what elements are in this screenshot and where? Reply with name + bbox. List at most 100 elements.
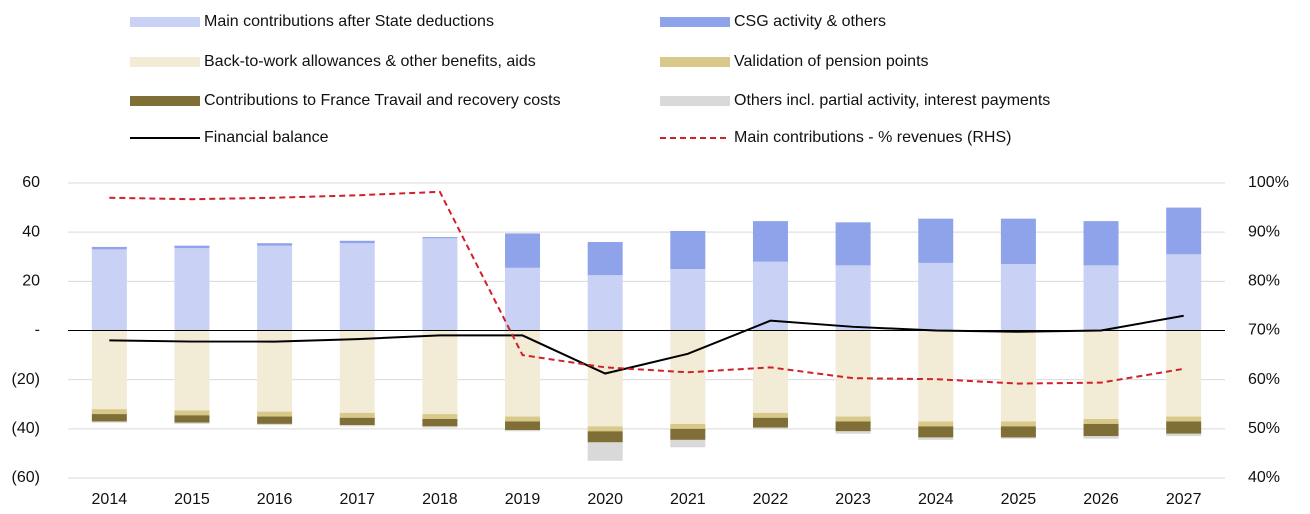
bar-segment — [918, 330, 954, 422]
bar-segment — [257, 243, 293, 246]
bar-segment — [587, 242, 623, 276]
legend-label: Financial balance — [204, 129, 329, 146]
bar-segment — [752, 417, 788, 428]
y2-tick-label: 60% — [1248, 371, 1280, 388]
legend-swatch — [660, 57, 730, 67]
bar-segment — [752, 221, 788, 262]
x-tick-label: 2020 — [587, 491, 623, 508]
legend-label: Back-to-work allowances & other benefits… — [204, 53, 536, 70]
bar-segment — [1166, 330, 1202, 417]
bar-segment — [422, 237, 458, 239]
bar-segment — [174, 422, 210, 424]
bar-segment — [835, 416, 871, 422]
y2-tick-label: 100% — [1248, 174, 1289, 191]
bar-segment — [91, 414, 127, 422]
bar-segment — [505, 430, 541, 432]
legend-label: CSG activity & others — [734, 13, 886, 30]
bar-segment — [670, 428, 706, 440]
bar-segment — [91, 409, 127, 415]
x-tick-label: 2027 — [1166, 491, 1202, 508]
legend-label: Validation of pension points — [734, 53, 929, 70]
x-tick-label: 2024 — [918, 491, 954, 508]
legend-swatch — [660, 17, 730, 27]
x-tick-label: 2016 — [257, 491, 293, 508]
bar-segment — [1083, 436, 1119, 439]
bar-segment — [752, 330, 788, 413]
x-tick-label: 2023 — [835, 491, 871, 508]
bar-segment — [587, 275, 623, 331]
bar-segment — [422, 238, 458, 331]
bar-segment — [1083, 419, 1119, 424]
bar-segment — [670, 230, 706, 270]
bar-segment — [174, 410, 210, 416]
bar-segment — [174, 245, 210, 249]
bar-segment — [257, 411, 293, 417]
bar-segment — [1000, 330, 1036, 422]
x-tick-label: 2018 — [422, 491, 458, 508]
bar-segment — [257, 416, 293, 424]
bar-segment — [339, 240, 375, 244]
bar-segment — [422, 419, 458, 427]
x-tick-label: 2019 — [505, 491, 541, 508]
bar-segment — [339, 330, 375, 413]
y-tick-label: (40) — [12, 420, 40, 437]
y-tick-label: 40 — [22, 223, 40, 240]
bar-segment — [422, 426, 458, 428]
bar-segment — [1166, 207, 1202, 255]
legend-label: Main contributions - % revenues (RHS) — [734, 129, 1011, 146]
bar-segment — [91, 246, 127, 250]
x-tick-label: 2021 — [670, 491, 706, 508]
bar-segment — [505, 330, 541, 417]
y2-tick-label: 90% — [1248, 223, 1280, 240]
legend-swatch — [660, 96, 730, 106]
bar-segment — [174, 330, 210, 411]
y-tick-label: (20) — [12, 371, 40, 388]
bar-segment — [422, 330, 458, 415]
bar-segment — [752, 412, 788, 418]
bar-segment — [752, 261, 788, 331]
bar-segment — [339, 243, 375, 331]
bar-segment — [91, 421, 127, 423]
bar-segment — [1166, 421, 1202, 434]
bar-segment — [1083, 330, 1119, 419]
bar-segment — [670, 269, 706, 331]
bar-segment — [1083, 423, 1119, 437]
bar-segment — [1166, 254, 1202, 331]
bar-segment — [670, 423, 706, 429]
bar-segment — [1166, 416, 1202, 422]
y2-tick-label: 50% — [1248, 420, 1280, 437]
bar-segment — [505, 267, 541, 331]
bar-segment — [422, 414, 458, 419]
bar-segment — [91, 249, 127, 331]
bar-segment — [918, 437, 954, 440]
bar-segment — [587, 442, 623, 461]
bar-segment — [1083, 265, 1119, 331]
x-tick-label: 2014 — [92, 491, 128, 508]
bar-segment — [835, 265, 871, 331]
bar-segment — [1000, 264, 1036, 331]
bar-segment — [257, 423, 293, 426]
bar-segment — [1000, 421, 1036, 427]
bar-segment — [752, 427, 788, 429]
x-tick-label: 2025 — [1001, 491, 1037, 508]
legend-label: Main contributions after State deduction… — [204, 13, 494, 30]
legend-label: Contributions to France Travail and reco… — [204, 92, 561, 109]
bar-segment — [505, 416, 541, 422]
bar-segment — [174, 248, 210, 331]
bar-segment — [1166, 433, 1202, 437]
y-tick-label: 60 — [22, 174, 40, 191]
bar-segment — [670, 439, 706, 448]
bar-segment — [835, 431, 871, 434]
legend-swatch — [130, 57, 200, 67]
bar-segment — [91, 330, 127, 410]
bar-segment — [835, 330, 871, 417]
y-tick-label: (60) — [12, 469, 40, 486]
bar-segment — [1083, 221, 1119, 266]
bar-segment — [257, 330, 293, 412]
bar-segment — [505, 233, 541, 268]
y-tick-label: 20 — [22, 273, 40, 290]
bar-segment — [1000, 218, 1036, 265]
bar-segment — [174, 415, 210, 423]
line-series — [109, 314, 1184, 375]
bar-segment — [1000, 437, 1036, 439]
